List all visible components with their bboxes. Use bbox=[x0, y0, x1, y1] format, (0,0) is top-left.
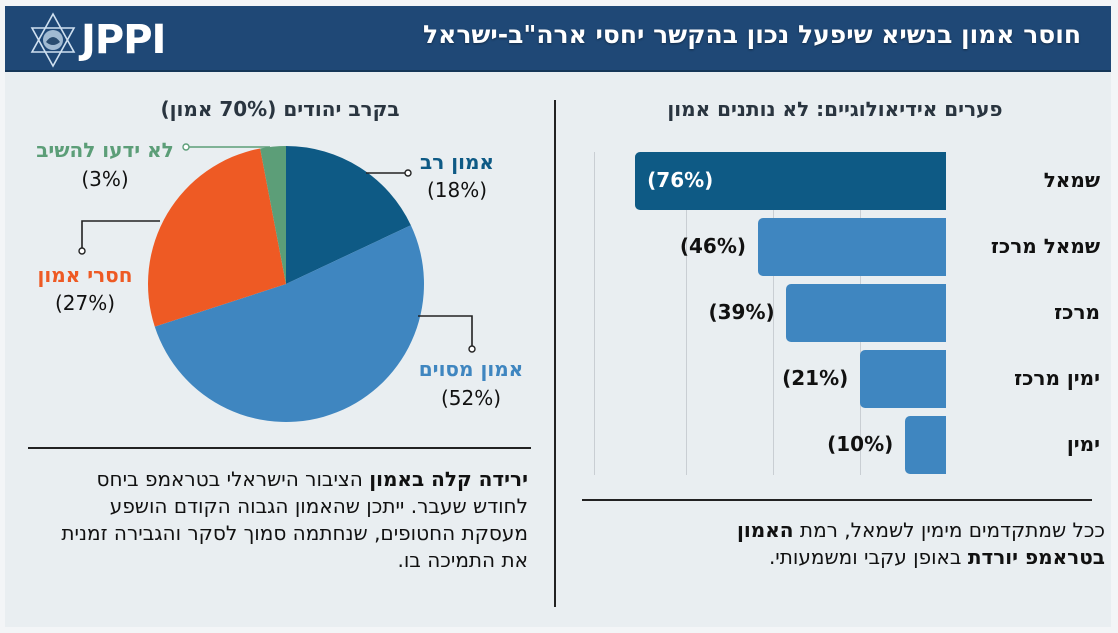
right-divider bbox=[582, 499, 1092, 501]
bar-category-label: מרכז bbox=[1054, 300, 1100, 324]
bar-value-label: (46%) bbox=[679, 234, 747, 258]
bar-value-label: (21%) bbox=[782, 366, 849, 390]
left-divider bbox=[28, 447, 531, 449]
left-note: ירידה קלה באמון הציבור הישראלי בטראמפ בי… bbox=[40, 466, 528, 574]
bar-2 bbox=[786, 284, 946, 342]
gridline bbox=[594, 152, 595, 475]
left-note-bold: ירידה קלה באמון bbox=[369, 467, 528, 491]
pie-slice-no-trust bbox=[147, 148, 286, 327]
bar-value-label: (10%) bbox=[827, 432, 894, 456]
right-note-bold: האמון בטראמפ יורדת bbox=[737, 518, 1105, 569]
leader-some-trust bbox=[418, 315, 473, 349]
pie-value-some-trust: (52%) bbox=[440, 386, 502, 410]
bar-category-label: שמאל bbox=[1043, 168, 1100, 192]
bar-4 bbox=[905, 416, 946, 474]
leader-no-trust bbox=[81, 220, 160, 251]
pie-slice-some-trust bbox=[154, 225, 424, 422]
leader-dont-know-dot bbox=[182, 143, 190, 151]
leader-no-trust-dot bbox=[78, 247, 86, 255]
star-of-david-icon bbox=[30, 12, 76, 68]
header-bar: JPPI חוסר אמון בנשיא שיפעל נכון בהקשר יח… bbox=[5, 6, 1111, 72]
right-note: ככל שמתקדמים מימין לשמאל, רמת האמון בטרא… bbox=[700, 517, 1105, 571]
pie-label-dont-know: לא ידעו להשיב bbox=[36, 138, 174, 162]
page-title: חוסר אמון בנשיא שיפעל נכון בהקשר יחסי אר… bbox=[423, 20, 1081, 49]
center-divider bbox=[554, 100, 556, 607]
pie-value-no-trust: (27%) bbox=[54, 291, 116, 315]
pie-title: בקרב יהודים (70% אמון) bbox=[160, 97, 400, 121]
pie-label-some-trust: אמון מסוים bbox=[418, 357, 524, 381]
bar-category-label: ימין מרכז bbox=[1014, 366, 1100, 390]
jppi-logo: JPPI bbox=[29, 12, 166, 68]
pie-slice-dont-know bbox=[260, 146, 286, 284]
bar-0 bbox=[635, 152, 946, 210]
logo-text: JPPI bbox=[81, 17, 166, 63]
right-note-text-1: ככל שמתקדמים מימין לשמאל, רמת bbox=[793, 518, 1105, 542]
right-note-text-2: באופן עקבי ומשמעותי. bbox=[768, 545, 968, 569]
bar-category-label: שמאל מרכז bbox=[990, 234, 1100, 258]
bar-value-label: (76%) bbox=[647, 168, 714, 192]
bar-title: פערים אידיאולוגיים: לא נותנים אמון bbox=[667, 97, 1003, 121]
gridline bbox=[686, 152, 687, 475]
pie-chart bbox=[78, 143, 476, 422]
pie-value-dont-know: (3%) bbox=[81, 167, 129, 191]
bar-1 bbox=[757, 218, 946, 276]
left-note-text: הציבור הישראלי בטראמפ ביחס לחודש שעבר. י… bbox=[61, 467, 528, 572]
gridline bbox=[773, 152, 774, 475]
bar-value-label: (39%) bbox=[708, 300, 775, 324]
pie-label-strong-trust: אמון רב bbox=[420, 150, 494, 174]
bar-category-label: ימין bbox=[1066, 432, 1100, 456]
pie-value-strong-trust: (18%) bbox=[426, 178, 488, 202]
leader-some-trust-dot bbox=[468, 345, 476, 353]
bar-3 bbox=[860, 350, 946, 408]
pie-slice-strong-trust bbox=[286, 146, 411, 284]
leader-strong-trust-dot bbox=[404, 169, 412, 177]
pie-label-no-trust: חסרי אמון bbox=[37, 263, 133, 287]
